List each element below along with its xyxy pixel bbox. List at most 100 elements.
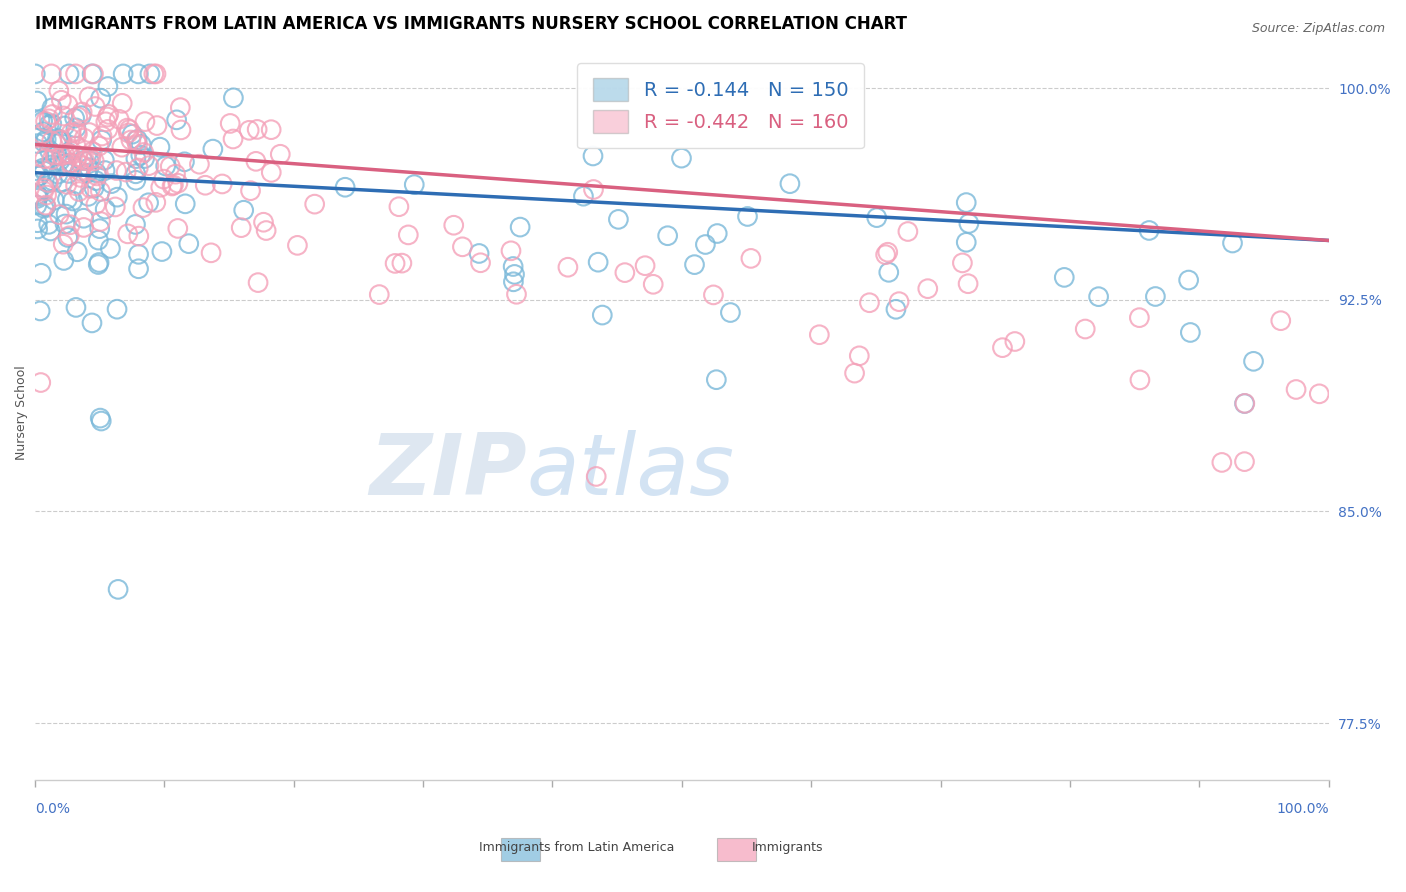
Point — [1233, 455, 1256, 469]
Point — [194, 178, 217, 193]
Point — [142, 67, 165, 81]
Point — [49, 133, 72, 147]
Point — [70, 109, 93, 123]
Point — [503, 268, 526, 282]
Point — [83, 153, 105, 168]
Point — [706, 227, 728, 241]
Point — [808, 327, 831, 342]
Point — [90, 414, 112, 428]
Point — [32, 125, 55, 139]
Point — [28, 113, 51, 128]
Point — [27, 222, 49, 236]
Point — [28, 169, 51, 183]
Point — [62, 194, 84, 208]
Point — [91, 128, 114, 143]
Point — [87, 258, 110, 272]
Point — [657, 228, 679, 243]
Point — [155, 159, 177, 173]
Point — [41, 153, 63, 167]
Point — [704, 373, 727, 387]
Point — [41, 101, 63, 115]
Point — [260, 165, 283, 179]
Point — [125, 173, 148, 187]
Point — [67, 185, 90, 199]
Point — [41, 107, 63, 121]
Point — [866, 211, 889, 225]
Point — [1308, 387, 1330, 401]
Point — [34, 114, 56, 128]
Point — [86, 169, 108, 183]
Point — [24, 163, 46, 178]
Point — [1144, 289, 1167, 303]
Point — [138, 195, 160, 210]
Point — [247, 276, 270, 290]
Point — [51, 93, 73, 107]
Point — [1128, 310, 1150, 325]
Point — [32, 202, 55, 216]
Point — [188, 157, 211, 171]
Point — [173, 154, 195, 169]
Point — [35, 132, 58, 146]
Point — [97, 79, 120, 94]
Point — [1177, 273, 1199, 287]
Point — [31, 114, 53, 128]
Point — [60, 160, 83, 174]
Point — [844, 366, 866, 380]
Point — [150, 244, 173, 259]
Point — [80, 181, 103, 195]
Point — [499, 244, 522, 258]
Point — [238, 123, 260, 137]
Point — [32, 184, 55, 198]
Point — [34, 164, 56, 178]
Point — [159, 159, 181, 173]
Point — [35, 198, 58, 212]
Point — [127, 132, 149, 146]
Point — [128, 247, 150, 261]
Point — [254, 223, 277, 237]
Point — [51, 175, 73, 189]
Point — [70, 151, 93, 165]
Point — [134, 114, 156, 128]
Point — [1285, 383, 1308, 397]
Point — [38, 117, 60, 131]
Point — [105, 302, 128, 317]
Point — [287, 238, 309, 252]
Point — [37, 175, 59, 189]
Point — [167, 176, 190, 190]
Point — [82, 145, 104, 159]
Point — [127, 161, 149, 175]
Point — [82, 67, 104, 81]
Point — [152, 172, 174, 186]
Point — [107, 582, 129, 597]
Point — [269, 147, 291, 161]
Point — [572, 189, 595, 203]
Point — [46, 131, 69, 145]
Point — [66, 125, 89, 139]
Point — [128, 261, 150, 276]
Point — [443, 219, 465, 233]
Point — [48, 133, 70, 147]
Point — [59, 147, 82, 161]
Point — [848, 349, 870, 363]
Point — [56, 97, 79, 112]
Point — [117, 126, 139, 140]
Point — [72, 211, 94, 226]
Point — [105, 190, 128, 204]
Text: Immigrants from Latin America: Immigrants from Latin America — [479, 841, 673, 854]
Point — [1243, 354, 1265, 368]
Point — [58, 145, 80, 160]
Point — [591, 308, 613, 322]
Point — [27, 145, 49, 160]
Point — [991, 341, 1014, 355]
Point — [125, 152, 148, 166]
Point — [41, 67, 63, 81]
Point — [31, 161, 53, 176]
Point — [90, 91, 112, 105]
Point — [73, 131, 96, 145]
Point — [35, 188, 58, 202]
Point — [89, 411, 111, 425]
Point — [51, 149, 73, 163]
Point — [93, 153, 115, 168]
Point — [950, 256, 973, 270]
Text: IMMIGRANTS FROM LATIN AMERICA VS IMMIGRANTS NURSERY SCHOOL CORRELATION CHART: IMMIGRANTS FROM LATIN AMERICA VS IMMIGRA… — [35, 15, 907, 33]
